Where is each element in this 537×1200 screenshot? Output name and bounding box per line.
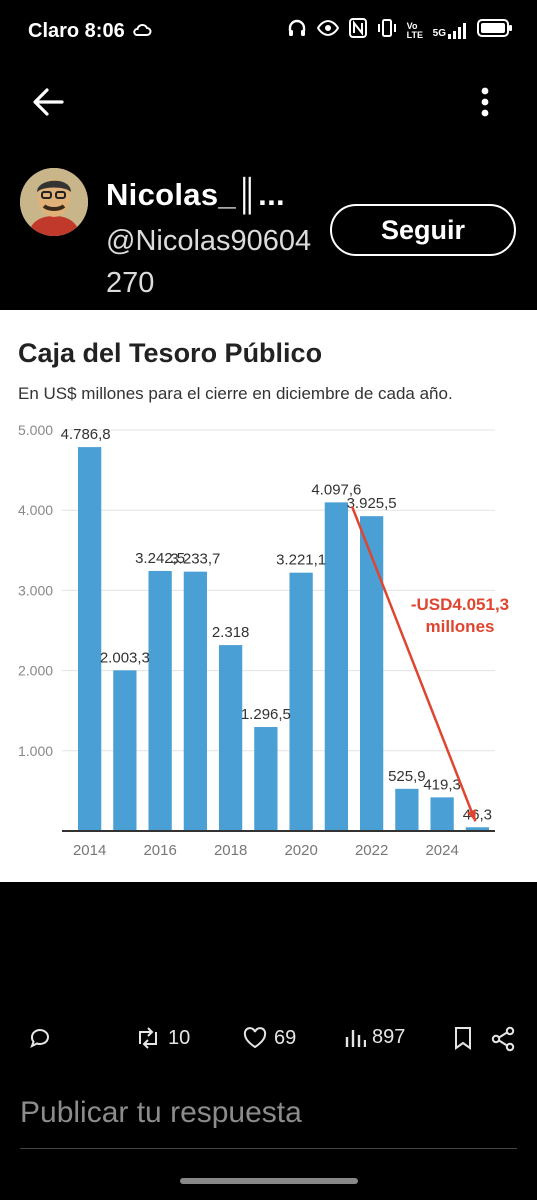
post-image-chart[interactable]: Caja del Tesoro Público En US$ millones … xyxy=(0,310,537,882)
chart-title: Caja del Tesoro Público xyxy=(18,338,323,368)
x-tick-label: 2014 xyxy=(73,842,106,859)
share-button[interactable] xyxy=(490,1026,516,1052)
x-tick-label: 2018 xyxy=(214,842,247,859)
y-tick-label: 2.000 xyxy=(18,663,53,679)
status-bar: Claro 8:06 Vo LTE 5G xyxy=(0,0,537,64)
retweet-count: 10 xyxy=(168,1026,191,1049)
carrier-time: Claro 8:06 xyxy=(28,20,125,42)
y-tick-label: 5.000 xyxy=(18,422,53,438)
annotation-label: -USD4.051,3 xyxy=(411,595,509,614)
reply-input[interactable]: Publicar tu respuesta xyxy=(20,1096,302,1129)
vibrate-icon xyxy=(377,18,397,43)
eye-icon xyxy=(316,19,339,41)
data-label: 3.242,5 xyxy=(135,550,185,567)
data-label: 4.097,6 xyxy=(311,481,361,498)
bar xyxy=(430,797,454,831)
data-label: 3.221,1 xyxy=(276,552,326,569)
retweet-icon xyxy=(139,1027,157,1049)
annotation-arrow xyxy=(350,505,477,822)
author-name[interactable]: Nicolas_║... xyxy=(106,177,285,212)
signal-icon xyxy=(448,22,466,39)
nfc-icon xyxy=(348,18,367,43)
data-label: 419,3 xyxy=(423,776,461,793)
back-button[interactable] xyxy=(30,84,70,124)
heart-icon xyxy=(243,1027,267,1049)
annotation-arrowhead xyxy=(466,809,476,822)
bar xyxy=(465,827,490,831)
like-count: 69 xyxy=(274,1026,297,1049)
views-count: 897 xyxy=(372,1026,406,1048)
bar xyxy=(395,788,419,831)
y-tick-label: 1.000 xyxy=(18,743,53,759)
views-icon xyxy=(345,1029,366,1047)
bar xyxy=(113,670,137,831)
y-tick-label: 4.000 xyxy=(18,502,53,518)
bar xyxy=(77,447,102,831)
more-vertical-icon xyxy=(481,87,489,117)
bar xyxy=(254,727,278,831)
bar xyxy=(359,516,384,831)
more-options-button[interactable] xyxy=(470,84,500,124)
bar xyxy=(218,645,243,831)
data-label: 3.925,5 xyxy=(347,495,397,512)
headphones-icon xyxy=(287,18,307,43)
bar xyxy=(324,502,349,831)
divider xyxy=(20,1148,517,1149)
comment-icon xyxy=(30,1029,49,1049)
bar xyxy=(148,570,172,831)
data-label: 1.296,5 xyxy=(241,706,291,723)
chart-subtitle: En US$ millones para el cierre en diciem… xyxy=(18,384,453,403)
home-indicator[interactable] xyxy=(180,1178,358,1184)
y-tick-label: 3.000 xyxy=(18,582,53,598)
follow-button[interactable]: Seguir xyxy=(330,204,516,256)
network-badge: 5G xyxy=(432,22,467,39)
data-label: 3.233,7 xyxy=(170,551,220,568)
bar xyxy=(183,571,208,831)
volte-badge: Vo LTE xyxy=(406,20,423,40)
views-button[interactable]: 897 xyxy=(344,1026,405,1049)
bookmark-button[interactable] xyxy=(452,1026,474,1050)
network-type: 5G xyxy=(432,27,446,39)
cloud-icon xyxy=(132,22,152,43)
author-handle[interactable]: @Nicolas90604270 xyxy=(106,225,312,299)
data-label: 2.003,3 xyxy=(100,649,150,666)
share-icon xyxy=(491,1026,515,1052)
battery-icon xyxy=(477,19,513,42)
avatar[interactable] xyxy=(20,168,88,236)
data-label: 46,3 xyxy=(463,806,492,823)
x-tick-label: 2016 xyxy=(143,842,176,859)
data-label: 525,9 xyxy=(388,768,426,785)
status-icons: Vo LTE 5G xyxy=(287,18,513,43)
retweet-button[interactable]: 10 xyxy=(134,1026,190,1050)
like-button[interactable]: 69 xyxy=(242,1026,296,1050)
bar xyxy=(289,572,313,831)
data-label: 4.786,8 xyxy=(61,426,111,443)
bar-chart: 1.000 2.000 3.000 4.000 5.000 4.786,8 2.003,3 3… xyxy=(18,422,509,859)
annotation-label: millones xyxy=(426,617,495,636)
bookmark-icon xyxy=(455,1027,471,1050)
x-tick-label: 2024 xyxy=(425,842,458,859)
reply-button[interactable] xyxy=(28,1026,52,1050)
arrow-left-icon xyxy=(33,88,64,116)
x-tick-label: 2020 xyxy=(284,842,317,859)
data-label: 2.318 xyxy=(212,624,250,641)
x-tick-label: 2022 xyxy=(355,842,388,859)
